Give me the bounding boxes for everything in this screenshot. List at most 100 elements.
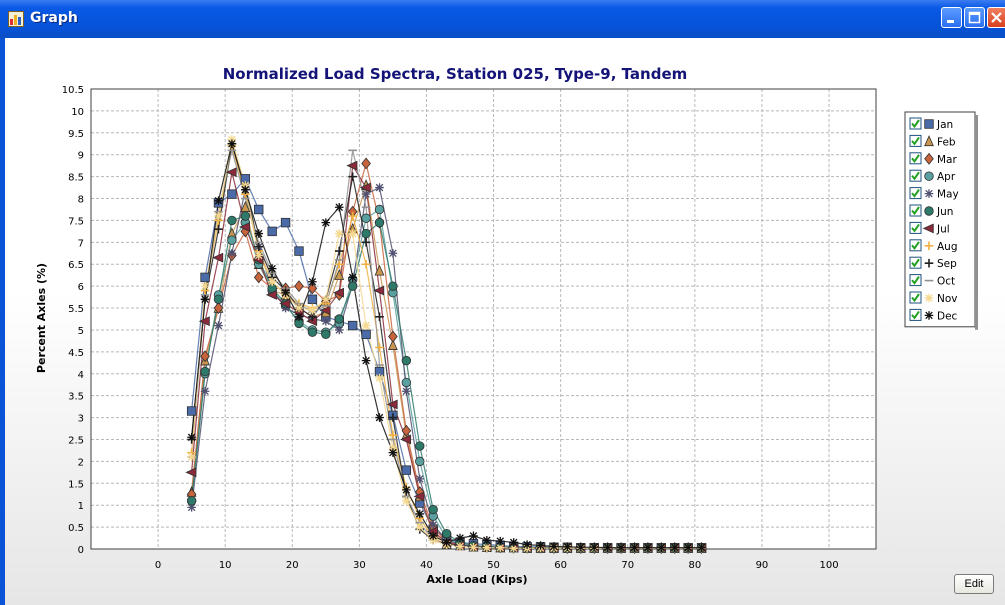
close-button[interactable] <box>987 7 1005 28</box>
series-dec-point <box>697 543 706 552</box>
y-tick-label: 1.5 <box>68 479 84 490</box>
series-jun-point <box>321 329 331 340</box>
series-mar-point <box>361 157 371 170</box>
series-nov-point <box>375 373 384 383</box>
series-dec-point <box>589 542 599 552</box>
series-dec-point <box>348 273 357 282</box>
legend-checkbox[interactable] <box>909 204 922 217</box>
series-dec-point <box>402 485 411 495</box>
y-tick-label: 9.5 <box>68 129 84 140</box>
series-nov-point <box>254 251 264 260</box>
series-dec-point <box>187 432 196 442</box>
legend-item-may[interactable]: May <box>909 187 959 201</box>
legend-checkbox[interactable] <box>909 221 922 234</box>
series-dec-point <box>375 413 384 422</box>
series-dec-point <box>227 139 237 149</box>
series-aug-point <box>348 211 357 221</box>
legend-item-apr[interactable]: Apr <box>909 169 956 183</box>
y-axis-label: Percent Axles (%) <box>35 263 48 373</box>
legend-marker-icon <box>924 152 934 165</box>
series-sep-point <box>214 224 223 234</box>
series-jul-point <box>386 399 398 410</box>
series-mar-point <box>213 302 224 314</box>
window-titlebar[interactable]: Graph <box>0 0 1005 38</box>
legend-label: Feb <box>937 136 956 148</box>
series-dec-point <box>442 538 451 547</box>
series-jul-point <box>185 467 197 478</box>
y-tick-label: 0 <box>78 545 84 556</box>
legend-label: Jun <box>936 206 953 218</box>
legend-checkbox[interactable] <box>909 256 922 269</box>
legend-checkbox[interactable] <box>909 169 922 182</box>
series-jun-point <box>186 496 197 506</box>
series-aug-point <box>361 259 371 269</box>
checkmark-icon <box>911 136 920 146</box>
series-jan-point <box>401 465 412 475</box>
legend-item-jul[interactable]: Jul <box>909 221 950 235</box>
y-tick-label: 6.5 <box>68 260 84 271</box>
series-nov-point <box>388 443 398 453</box>
series-nov-point <box>308 305 317 315</box>
series-dec-point <box>576 542 586 552</box>
series-aug-point <box>375 343 384 352</box>
series-dec-point <box>469 531 478 541</box>
series-jul-point <box>359 182 371 193</box>
legend-label: Apr <box>937 171 956 183</box>
series-sep-point <box>375 312 384 322</box>
legend-item-jun[interactable]: Jun <box>909 204 953 218</box>
series-dec-point <box>200 294 210 304</box>
series-jan-point <box>186 406 197 416</box>
minimize-button[interactable] <box>941 7 962 28</box>
y-tick-label: 8 <box>78 195 84 206</box>
x-tick-label: 90 <box>756 560 769 571</box>
series-dec-point <box>549 542 559 551</box>
legend-label: Aug <box>937 241 958 253</box>
plot-area <box>91 89 876 549</box>
series-nov-point <box>402 496 411 506</box>
series-jun-point <box>347 281 358 291</box>
y-tick-label: 10.5 <box>62 85 84 96</box>
y-tick-label: 5 <box>78 326 84 337</box>
legend-checkbox[interactable] <box>909 291 922 304</box>
series-jan-point <box>227 189 237 199</box>
series-jan-point <box>294 246 304 256</box>
legend-item-sep[interactable]: Sep <box>909 256 957 270</box>
legend-item-nov[interactable]: Nov <box>909 291 958 305</box>
series-mar-point <box>253 271 264 284</box>
series-may-point <box>227 248 237 258</box>
series-sep-point <box>348 172 357 181</box>
series-jun-point <box>213 294 224 304</box>
legend-checkbox[interactable] <box>909 117 922 130</box>
legend-item-oct[interactable]: Oct <box>909 274 955 288</box>
y-tick-label: 2 <box>78 457 84 468</box>
series-dec-point <box>536 541 545 550</box>
legend-checkbox[interactable] <box>909 152 922 165</box>
legend-checkbox[interactable] <box>909 274 922 287</box>
series-nov-point <box>509 543 518 553</box>
legend-checkbox[interactable] <box>909 308 922 321</box>
legend-item-dec[interactable]: Dec <box>909 308 958 322</box>
legend-item-jan[interactable]: Jan <box>909 117 953 131</box>
legend-item-mar[interactable]: Mar <box>909 152 957 166</box>
series-dec-point <box>334 202 344 212</box>
y-tick-label: 4.5 <box>68 348 84 359</box>
series-jul-point <box>265 289 277 300</box>
legend-marker-icon <box>924 311 934 320</box>
legend-item-feb[interactable]: Feb <box>909 134 956 148</box>
legend-item-aug[interactable]: Aug <box>909 239 958 253</box>
x-axis-label: Axle Load (Kips) <box>426 573 527 586</box>
legend-checkbox[interactable] <box>909 239 922 252</box>
series-feb-point <box>374 264 385 276</box>
edit-button[interactable]: Edit <box>954 574 994 594</box>
series-jun-point <box>361 228 371 239</box>
series-jan-point <box>267 226 277 237</box>
series-nov-point <box>361 321 371 330</box>
legend-checkbox[interactable] <box>909 187 922 200</box>
maximize-button[interactable] <box>964 7 985 28</box>
legend-checkbox[interactable] <box>909 134 922 147</box>
series-sep-point <box>254 242 264 252</box>
window-title: Graph <box>30 10 78 26</box>
series-jul-point <box>413 491 425 502</box>
series-dec-point <box>603 543 612 552</box>
